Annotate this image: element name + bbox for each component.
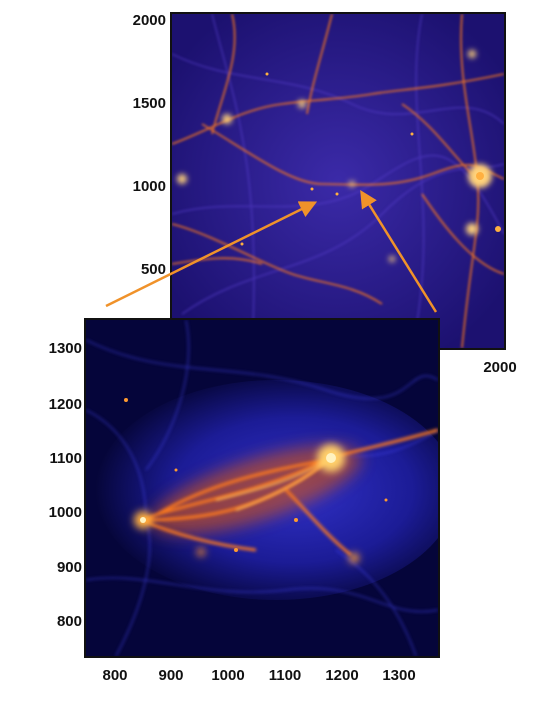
zoom-y-tick: 1100 — [49, 450, 82, 467]
top-y-tick: 2000 — [132, 12, 166, 29]
zoom-x-tick: 1100 — [268, 667, 302, 684]
zoom-y-tick: 900 — [56, 559, 82, 576]
top-y-tick: 1500 — [132, 95, 166, 112]
top-x-tick: 2000 — [483, 359, 517, 376]
large-scale-filament-map — [172, 14, 504, 348]
zoom-x-tick: 1300 — [382, 667, 416, 684]
zoom-y-tick: 800 — [56, 613, 82, 630]
zoom-y-tick: 1000 — [48, 504, 82, 521]
top-y-tick: 500 — [140, 261, 166, 278]
zoom-x-tick: 1000 — [211, 667, 245, 684]
zoom-y-tick: 1200 — [48, 396, 82, 413]
zoom-x-tick: 900 — [158, 667, 184, 684]
top-y-tick: 1000 — [132, 178, 166, 195]
zoomed-filament-map — [86, 320, 438, 656]
zoomed-density-image — [84, 318, 440, 658]
large-scale-density-image — [170, 12, 506, 350]
zoom-y-tick: 1300 — [48, 340, 82, 357]
zoom-x-tick: 1200 — [325, 667, 359, 684]
zoom-x-tick: 800 — [102, 667, 128, 684]
